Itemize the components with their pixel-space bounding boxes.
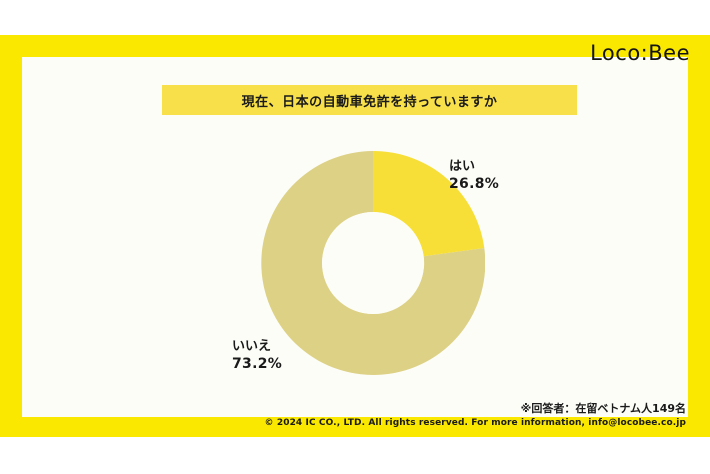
logo: Loco:Bee [586, 38, 694, 68]
slice-label-no-value: 73.2% [232, 356, 283, 373]
page-title: 現在、日本の自動車免許を持っていますか [241, 94, 498, 110]
slice-label-yes: はい 26.8% [449, 158, 499, 194]
slice-label-no-category: いいえ [232, 339, 272, 354]
donut-hole [322, 212, 424, 314]
donut-chart-svg [261, 151, 485, 375]
slice-label-yes-category: はい [449, 159, 476, 174]
donut-slice-no[interactable] [261, 151, 485, 375]
logo-text: Loco:Bee [590, 40, 690, 65]
respondents-note: ※回答者：在留ベトナム人149名 [520, 402, 686, 415]
copyright-notice: © 2024 IC CO., LTD. All rights reserved.… [264, 418, 686, 428]
donut-chart [261, 151, 485, 375]
title-banner: 現在、日本の自動車免許を持っていますか [162, 85, 577, 115]
slice-label-yes-value: 26.8% [449, 176, 500, 193]
donut-slice-yes[interactable] [373, 151, 485, 257]
slice-label-no: いいえ 73.2% [232, 338, 282, 374]
